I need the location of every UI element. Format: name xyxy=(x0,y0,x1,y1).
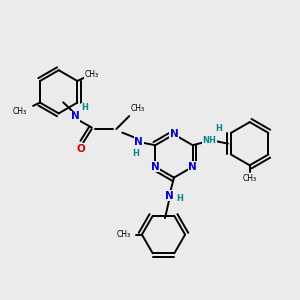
Text: CH₃: CH₃ xyxy=(130,104,144,113)
Text: CH₃: CH₃ xyxy=(243,174,257,183)
Text: N: N xyxy=(188,162,197,172)
Text: N: N xyxy=(165,190,174,201)
Text: H: H xyxy=(81,103,88,112)
Text: CH₃: CH₃ xyxy=(85,70,99,79)
Text: H: H xyxy=(215,124,222,133)
Text: H: H xyxy=(177,194,183,203)
Text: H: H xyxy=(132,148,139,158)
Text: O: O xyxy=(76,143,85,154)
Text: CH₃: CH₃ xyxy=(13,107,27,116)
Text: N: N xyxy=(134,136,143,147)
Text: N: N xyxy=(169,129,178,140)
Text: NH: NH xyxy=(202,136,216,145)
Text: N: N xyxy=(151,162,160,172)
Text: N: N xyxy=(71,111,80,122)
Text: CH₃: CH₃ xyxy=(117,230,131,239)
